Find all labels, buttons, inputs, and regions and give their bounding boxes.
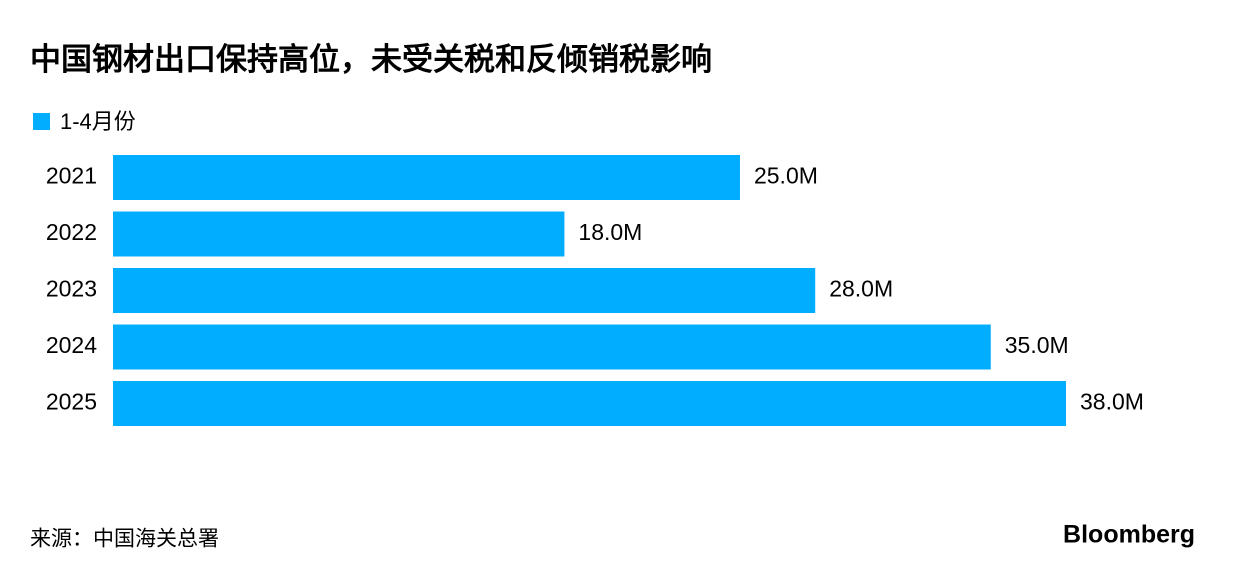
- brand-logo: Bloomberg: [1063, 521, 1195, 549]
- chart-title: 中国钢材出口保持高位，未受关税和反倾销税影响: [30, 42, 712, 77]
- bar: [113, 381, 1066, 426]
- value-label: 38.0M: [1080, 389, 1144, 415]
- y-tick-label: 2021: [46, 163, 97, 189]
- value-label: 25.0M: [754, 163, 818, 189]
- legend-swatch: [33, 113, 50, 130]
- y-tick-label: 2022: [46, 219, 97, 245]
- bar: [113, 155, 740, 200]
- value-label: 28.0M: [829, 276, 893, 302]
- y-tick-label: 2025: [46, 389, 97, 415]
- bar: [113, 268, 816, 313]
- y-tick-label: 2023: [46, 276, 97, 302]
- bar: [113, 211, 565, 257]
- y-tick-label: 2024: [46, 332, 97, 358]
- source: 来源：中国海关总署: [30, 528, 219, 551]
- value-label: 18.0M: [578, 219, 642, 245]
- legend-label: 1-4月份: [60, 109, 136, 134]
- bar: [113, 324, 991, 370]
- value-label: 35.0M: [1005, 332, 1069, 358]
